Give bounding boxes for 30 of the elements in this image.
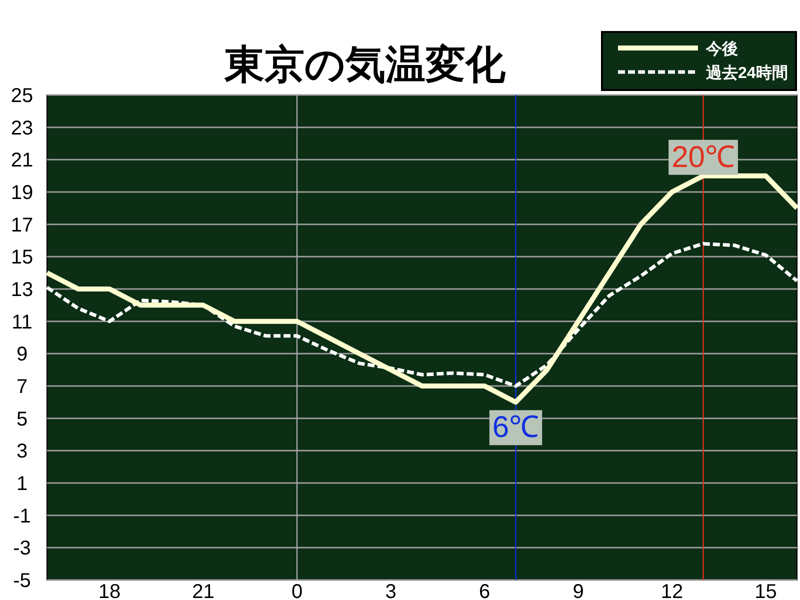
y-tick-label: 9 <box>16 344 28 366</box>
y-tick-label: -3 <box>13 538 31 560</box>
annotation: 6℃ <box>492 411 540 444</box>
y-tick-label: 11 <box>12 311 32 334</box>
y-tick-label: 21 <box>10 150 34 172</box>
chart-title: 東京の気温変化 <box>224 43 506 87</box>
y-tick-label: 15 <box>10 246 34 269</box>
y-tick-label: 7 <box>16 376 28 398</box>
y-tick-label: -5 <box>13 570 31 592</box>
x-tick-label: 9 <box>572 581 584 600</box>
y-tick-label: 13 <box>10 279 34 301</box>
x-tick-label: 21 <box>192 581 214 600</box>
y-tick-label: 19 <box>10 182 34 204</box>
legend-label: 今後 <box>705 40 738 58</box>
y-tick-label: 1 <box>16 473 28 495</box>
y-tick-label: 23 <box>10 117 34 140</box>
x-tick-label: 12 <box>660 581 684 600</box>
y-tick-label: 5 <box>16 408 28 430</box>
x-tick-label: 0 <box>291 581 303 600</box>
legend-label: 過去24時間 <box>705 64 788 82</box>
y-tick-label: -1 <box>13 505 31 528</box>
y-tick-label: 3 <box>16 440 28 463</box>
annotation: 20℃ <box>672 140 735 174</box>
x-tick-label: 15 <box>754 581 777 600</box>
y-tick-label: 17 <box>10 214 34 236</box>
y-tick-label: 25 <box>10 85 34 107</box>
x-tick-label: 6 <box>478 581 490 600</box>
x-tick-label: 18 <box>98 581 121 600</box>
x-tick-label: 3 <box>385 581 396 600</box>
line-series <box>45 242 799 388</box>
